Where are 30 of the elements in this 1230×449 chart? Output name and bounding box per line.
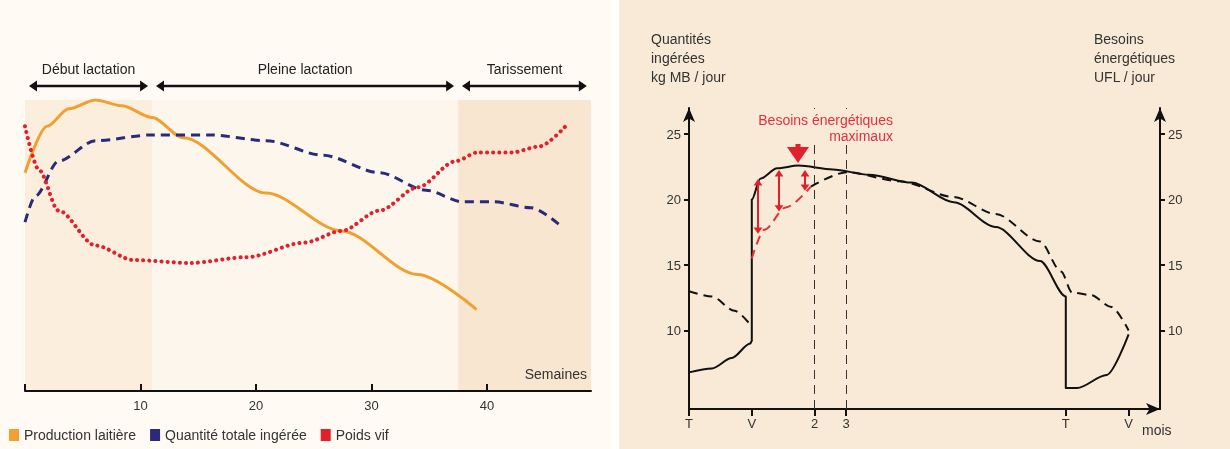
legend-label: Quantité totale ingérée bbox=[165, 427, 307, 443]
x-tick-label: V bbox=[747, 416, 757, 431]
y2-axis-title: Besoins énergétiques UFL / jour bbox=[1094, 30, 1175, 85]
x-axis-title: Semaines bbox=[524, 366, 587, 382]
line-series bbox=[750, 185, 812, 260]
y-axis-title: Quantités ingérées kg MB / jour bbox=[651, 30, 727, 85]
x-tick-label: V bbox=[1124, 416, 1134, 431]
band-label: Pleine lactation bbox=[257, 61, 353, 77]
x-axis-title: mois bbox=[1142, 422, 1172, 438]
x-tick-label: T bbox=[685, 416, 694, 431]
band-label: Tarissement bbox=[486, 61, 563, 77]
x-tick-label: 20 bbox=[248, 398, 264, 413]
y-tick-label: 25 bbox=[666, 126, 681, 142]
x-tick-label: 2 bbox=[810, 416, 819, 431]
annotation: Besoins énergétiques maximaux bbox=[756, 111, 895, 144]
x-tick-label: 10 bbox=[133, 398, 148, 413]
band-label: Début lactation bbox=[41, 61, 136, 77]
y2-tick-label: 10 bbox=[1168, 322, 1183, 338]
legend-label: Production laitière bbox=[24, 427, 137, 443]
x-tick-label: 30 bbox=[364, 398, 379, 413]
y-tick-label: 10 bbox=[666, 322, 681, 338]
y-tick-label: 20 bbox=[666, 192, 681, 208]
x-tick-label: 3 bbox=[842, 416, 850, 431]
y-tick-label: 15 bbox=[666, 257, 681, 273]
x-tick-label: 40 bbox=[479, 398, 495, 413]
legend-label: Poids vif bbox=[335, 427, 389, 443]
y2-tick-label: 20 bbox=[1168, 192, 1183, 208]
y2-tick-label: 15 bbox=[1168, 257, 1183, 273]
x-tick-label: T bbox=[1061, 416, 1070, 431]
y2-tick-label: 25 bbox=[1168, 126, 1183, 142]
